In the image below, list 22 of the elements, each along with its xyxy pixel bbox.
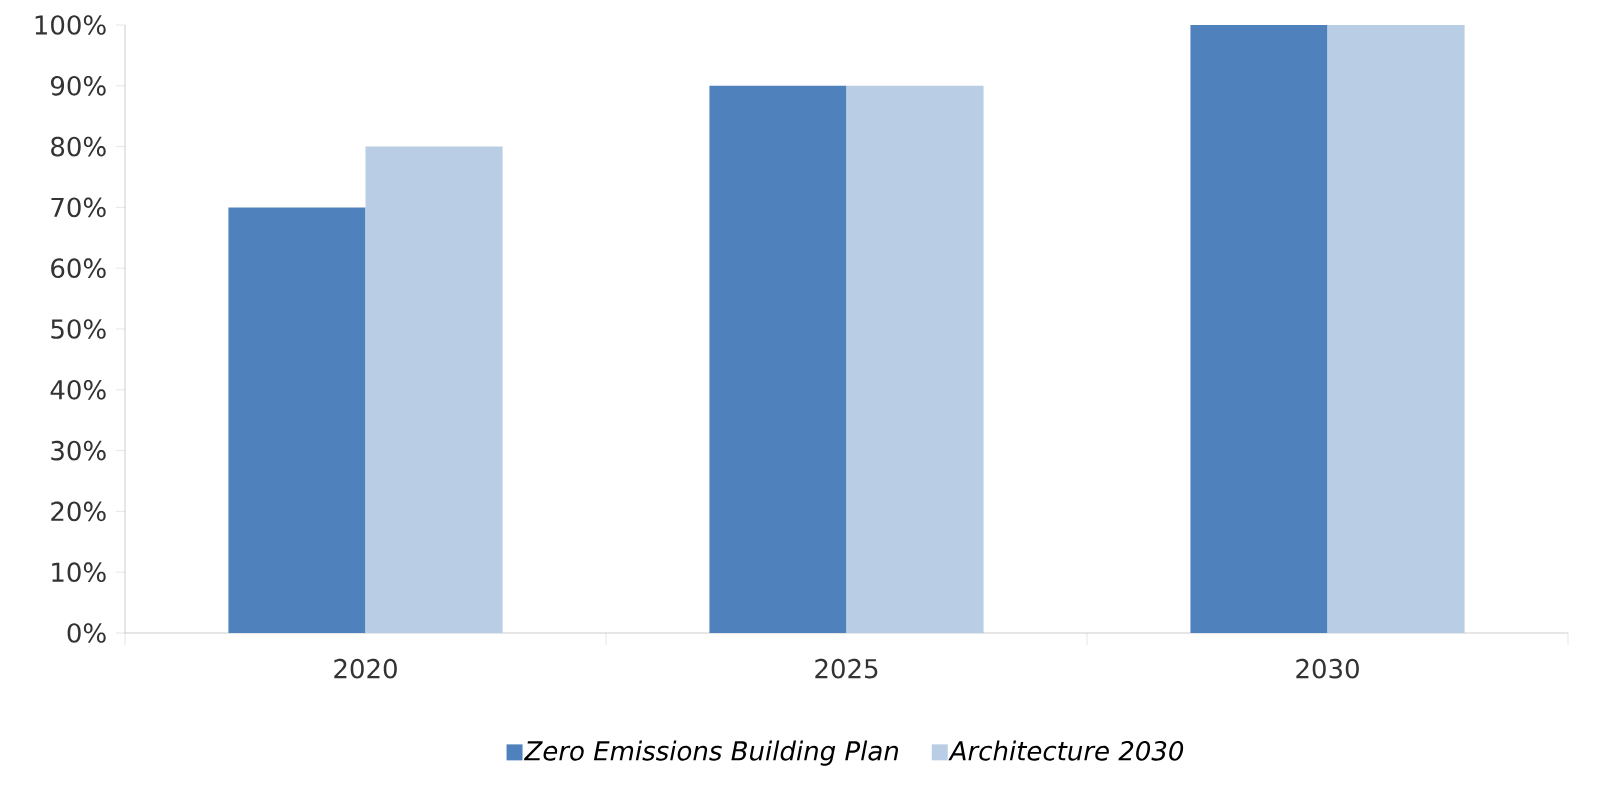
bar [228, 207, 366, 633]
y-tick-label: 70% [51, 197, 106, 218]
y-tick-label: 50% [51, 319, 106, 339]
y-tick-label: 30% [51, 440, 106, 461]
legend-label: Architecture 2030 [948, 740, 1184, 761]
x-tick-label: 2030 [1296, 658, 1359, 679]
bar [846, 85, 984, 633]
bar [365, 146, 503, 633]
y-tick-label: 60% [51, 258, 106, 279]
x-tick-label: 2020 [334, 658, 397, 679]
y-tick-label: 100% [35, 15, 106, 35]
bar [1190, 24, 1328, 633]
y-tick-label: 20% [51, 501, 106, 522]
y-tick-label: 40% [50, 379, 106, 400]
y-tick-label: 0% [67, 623, 106, 643]
x-tick-label: 2025 [815, 658, 878, 679]
bar [1327, 24, 1465, 633]
y-tick-label: 80% [51, 136, 106, 157]
legend-label: Zero Emissions Building Plan [523, 740, 899, 766]
bar [709, 85, 847, 633]
y-tick-label: 10% [52, 562, 106, 583]
y-tick-label: 90% [50, 75, 106, 96]
